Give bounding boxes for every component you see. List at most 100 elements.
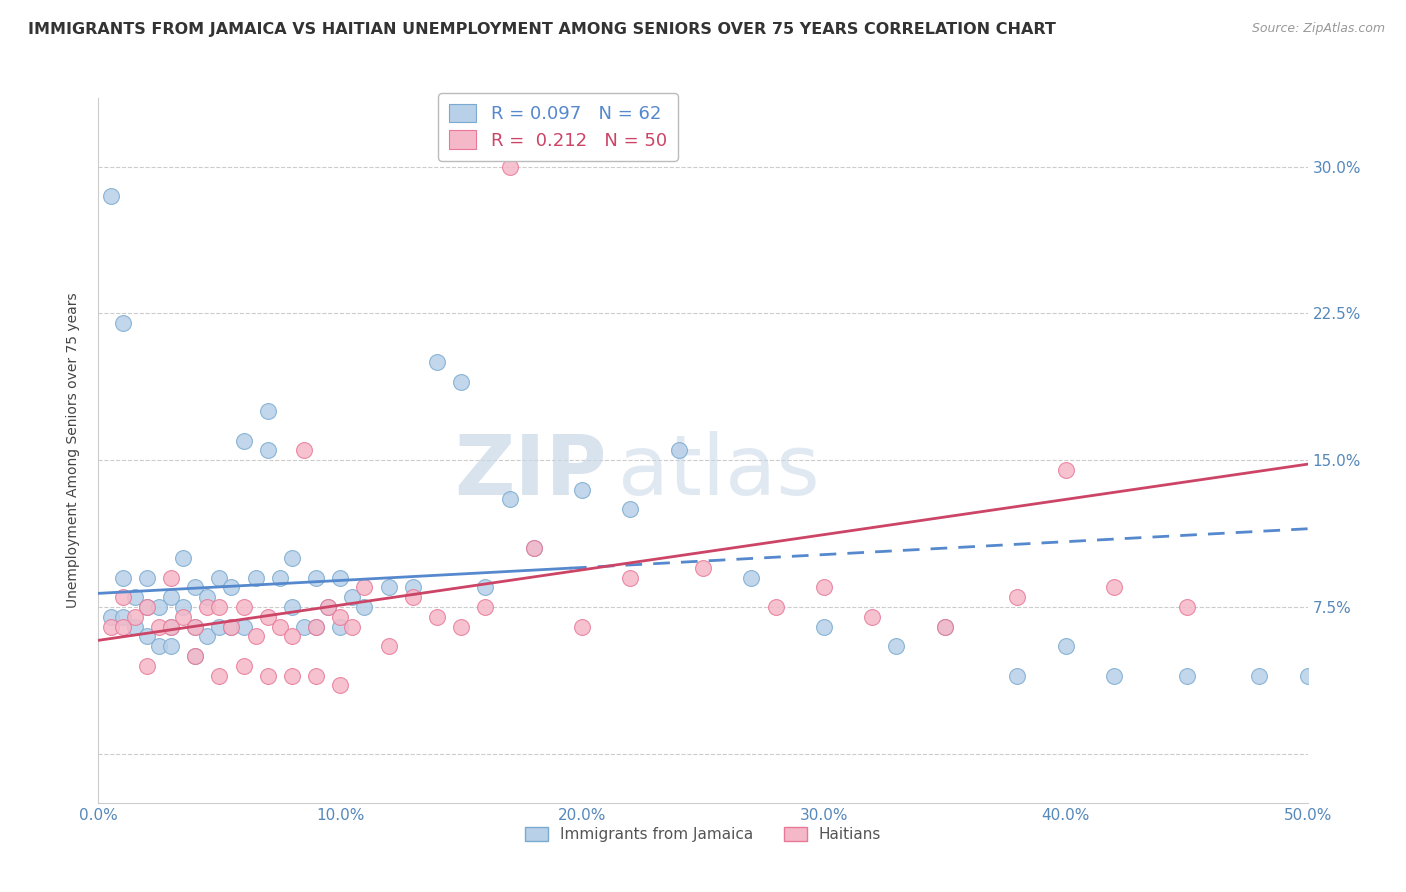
Point <box>474 581 496 595</box>
Point <box>1102 581 1125 595</box>
Point <box>813 581 835 595</box>
Y-axis label: Unemployment Among Seniors over 75 years: Unemployment Among Seniors over 75 years <box>66 293 80 608</box>
Point <box>160 591 183 605</box>
Point <box>329 610 352 624</box>
Point <box>269 571 291 585</box>
Point <box>184 619 207 633</box>
Point <box>172 600 194 615</box>
Point <box>281 629 304 643</box>
Point <box>740 571 762 585</box>
Point <box>619 571 641 585</box>
Point <box>256 610 278 624</box>
Legend: Immigrants from Jamaica, Haitians: Immigrants from Jamaica, Haitians <box>519 821 887 848</box>
Point <box>221 581 243 595</box>
Point <box>111 316 134 330</box>
Point <box>860 610 883 624</box>
Point <box>148 600 170 615</box>
Text: IMMIGRANTS FROM JAMAICA VS HAITIAN UNEMPLOYMENT AMONG SENIORS OVER 75 YEARS CORR: IMMIGRANTS FROM JAMAICA VS HAITIAN UNEMP… <box>28 22 1056 37</box>
Point <box>135 658 157 673</box>
Point <box>208 668 231 682</box>
Point <box>100 610 122 624</box>
Point <box>523 541 546 556</box>
Point <box>111 591 134 605</box>
Point <box>305 571 328 585</box>
Point <box>353 581 375 595</box>
Point <box>256 404 278 418</box>
Point <box>426 355 449 369</box>
Point <box>1175 668 1198 682</box>
Point <box>450 375 472 389</box>
Point <box>1296 668 1319 682</box>
Point <box>160 639 183 653</box>
Point <box>1054 463 1077 477</box>
Point <box>474 600 496 615</box>
Point <box>135 629 157 643</box>
Point <box>692 561 714 575</box>
Point <box>172 610 194 624</box>
Point <box>256 443 278 458</box>
Point <box>172 551 194 566</box>
Point <box>184 648 207 663</box>
Point <box>292 619 315 633</box>
Point <box>195 591 218 605</box>
Point <box>450 619 472 633</box>
Point <box>498 160 520 174</box>
Text: atlas: atlas <box>619 431 820 512</box>
Point <box>342 619 364 633</box>
Point <box>329 619 352 633</box>
Point <box>148 639 170 653</box>
Point <box>402 581 425 595</box>
Point <box>111 619 134 633</box>
Point <box>305 619 328 633</box>
Point <box>135 600 157 615</box>
Point <box>124 610 146 624</box>
Point <box>184 619 207 633</box>
Point <box>208 619 231 633</box>
Text: Source: ZipAtlas.com: Source: ZipAtlas.com <box>1251 22 1385 36</box>
Point <box>498 492 520 507</box>
Point <box>281 551 304 566</box>
Point <box>316 600 339 615</box>
Point <box>619 502 641 516</box>
Point <box>232 600 254 615</box>
Point <box>934 619 956 633</box>
Point <box>813 619 835 633</box>
Point <box>269 619 291 633</box>
Point <box>523 541 546 556</box>
Point <box>305 619 328 633</box>
Point <box>184 581 207 595</box>
Point <box>305 668 328 682</box>
Point <box>148 619 170 633</box>
Text: ZIP: ZIP <box>454 431 606 512</box>
Point <box>1054 639 1077 653</box>
Point <box>221 619 243 633</box>
Point <box>160 619 183 633</box>
Point <box>765 600 787 615</box>
Point <box>184 648 207 663</box>
Point <box>377 639 399 653</box>
Point <box>292 443 315 458</box>
Point <box>245 571 267 585</box>
Point <box>281 668 304 682</box>
Point <box>232 434 254 448</box>
Point <box>111 571 134 585</box>
Point <box>195 629 218 643</box>
Point <box>426 610 449 624</box>
Point <box>124 591 146 605</box>
Point <box>232 658 254 673</box>
Point <box>402 591 425 605</box>
Point <box>1175 600 1198 615</box>
Point <box>377 581 399 595</box>
Point <box>1007 668 1029 682</box>
Point <box>195 600 218 615</box>
Point <box>571 483 593 497</box>
Point <box>160 619 183 633</box>
Point <box>329 678 352 692</box>
Point <box>100 189 122 203</box>
Point <box>668 443 690 458</box>
Point <box>281 600 304 615</box>
Point <box>221 619 243 633</box>
Point <box>245 629 267 643</box>
Point <box>934 619 956 633</box>
Point <box>342 591 364 605</box>
